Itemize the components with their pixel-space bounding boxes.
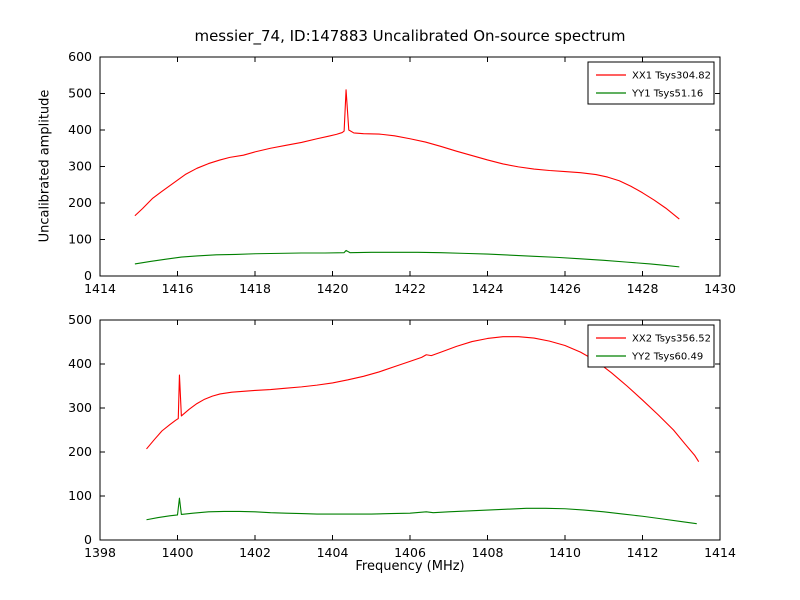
x-tick-label: 1412 — [627, 545, 659, 560]
x-tick-label: 1414 — [84, 281, 116, 296]
x-tick-label: 1398 — [84, 545, 116, 560]
y-tick-label: 0 — [84, 532, 92, 547]
x-tick-label: 1410 — [549, 545, 581, 560]
x-tick-label: 1416 — [162, 281, 194, 296]
x-tick-label: 1408 — [472, 545, 504, 560]
x-tick-label: 1400 — [162, 545, 194, 560]
y-tick-label: 100 — [68, 232, 92, 247]
y-tick-label: 200 — [68, 444, 92, 459]
legend-box — [587, 324, 715, 368]
series-line-yy1 — [134, 249, 680, 268]
subplot-1: 1414 1416 1418 1420 1422 1424 1426 1428 1430 0 100… — [68, 49, 736, 296]
x-tick-label: 1430 — [704, 281, 736, 296]
y-tick-label: 200 — [68, 195, 92, 210]
subplot-2: 1398 1400 1402 1404 1406 1408 1410 1412 1414 0 100… — [68, 312, 736, 560]
y-tick-label: 300 — [68, 159, 92, 174]
y-tick-label: 300 — [68, 400, 92, 415]
x-tick-label: 1422 — [394, 281, 426, 296]
y-tick-label: 500 — [68, 86, 92, 101]
legend-label: XX1 Tsys304.82 — [632, 71, 711, 82]
x-tick-label: 1428 — [627, 281, 659, 296]
y-axis-label: Uncalibrated amplitude — [37, 89, 53, 243]
x-tick-label: 1414 — [704, 545, 736, 560]
y-tick-label: 500 — [68, 312, 92, 327]
series-line-xx1 — [134, 89, 680, 220]
legend-label: YY2 Tsys60.49 — [631, 352, 703, 363]
x-tick-label: 1402 — [239, 545, 271, 560]
figure-title: messier_74, ID:147883 Uncalibrated On-so… — [194, 27, 626, 45]
x-tick-label: 1424 — [472, 281, 504, 296]
y-tick-label: 600 — [68, 49, 92, 64]
series-line-yy2 — [146, 497, 697, 525]
y-tick-label: 400 — [68, 122, 92, 137]
x-tick-label: 1426 — [549, 281, 581, 296]
x-tick-label: 1404 — [317, 545, 349, 560]
y-tick-label: 100 — [68, 488, 92, 503]
x-axis-label: Frequency (MHz) — [355, 559, 465, 574]
y-tick-label: 400 — [68, 356, 92, 371]
y-tick-label: 0 — [84, 268, 92, 283]
x-tick-label: 1418 — [239, 281, 271, 296]
legend-label: YY1 Tsys51.16 — [631, 89, 703, 100]
x-tick-label: 1406 — [394, 545, 426, 560]
legend-box — [587, 61, 715, 105]
x-tick-label: 1420 — [317, 281, 349, 296]
legend-label: XX2 Tsys356.52 — [632, 334, 711, 345]
